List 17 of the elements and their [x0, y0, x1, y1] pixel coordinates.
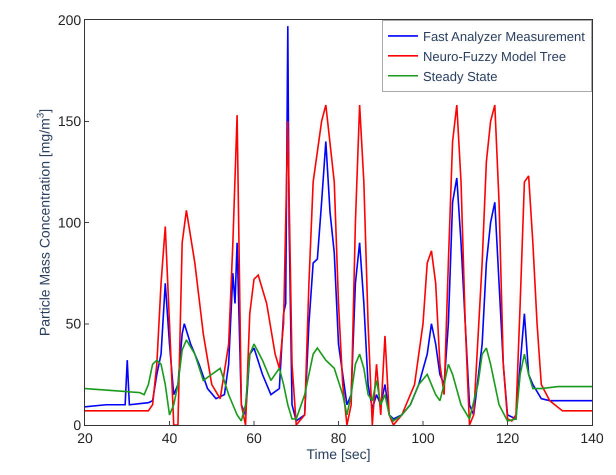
line-series [85, 339, 592, 422]
legend-label: Neuro-Fuzzy Model Tree [423, 48, 566, 64]
line-series [85, 104, 592, 425]
x-tick-label: 100 [411, 430, 435, 446]
y-tick-label: 50 [66, 316, 82, 332]
legend-label: Steady State [423, 68, 498, 84]
x-axis-title: Time [sec] [306, 446, 371, 462]
x-tick-label: 120 [496, 430, 520, 446]
y-tick-label: 100 [58, 214, 82, 230]
y-tick-label: 200 [58, 12, 82, 28]
line-series [85, 25, 592, 422]
x-tick-label: 60 [246, 430, 262, 446]
x-tick-label: 80 [330, 430, 346, 446]
legend-label: Fast Analyzer Measurement [423, 29, 586, 44]
x-tick-label: 40 [162, 430, 178, 446]
x-tick-label: 140 [580, 430, 604, 446]
y-tick-label: 150 [58, 113, 82, 130]
